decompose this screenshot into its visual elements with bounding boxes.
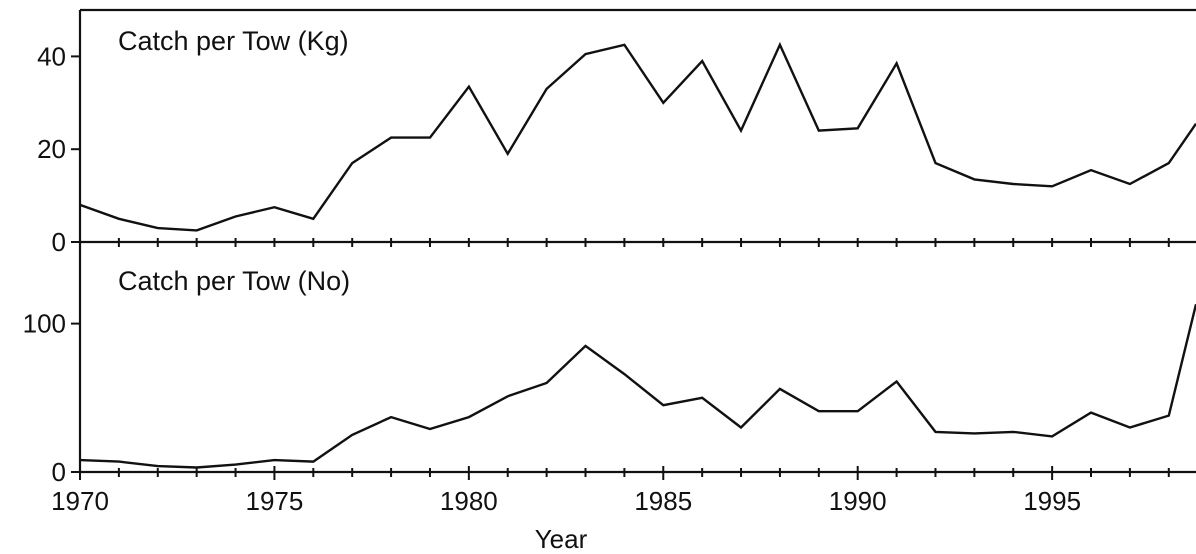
bottom-panel-title: Catch per Tow (No) — [118, 266, 350, 296]
x-tick-label: 1985 — [634, 486, 692, 516]
bottom-y-tick-label: 100 — [23, 309, 66, 339]
top-y-tick-label: 0 — [52, 227, 66, 257]
x-tick-label: 1980 — [440, 486, 498, 516]
bottom-series-line — [79, 304, 1196, 469]
top-series-line — [79, 41, 1196, 232]
bottom-panel: Catch per Tow (No) 0 100 1970 1975 1980 1985 1… — [23, 242, 1196, 516]
bottom-y-tick-label: 0 — [52, 457, 66, 487]
top-panel-title: Catch per Tow (Kg) — [118, 26, 349, 56]
top-y-tick-label: 40 — [37, 41, 66, 71]
x-tick-label: 1970 — [51, 486, 109, 516]
x-tick-label: 1990 — [829, 486, 887, 516]
top-panel: Catch per Tow (Kg) 0 20 40 — [37, 8, 1196, 257]
x-axis-title: Year — [535, 524, 588, 554]
x-tick-label: 1995 — [1023, 486, 1081, 516]
x-tick-label: 1975 — [246, 486, 304, 516]
top-y-tick-label: 20 — [37, 134, 66, 164]
